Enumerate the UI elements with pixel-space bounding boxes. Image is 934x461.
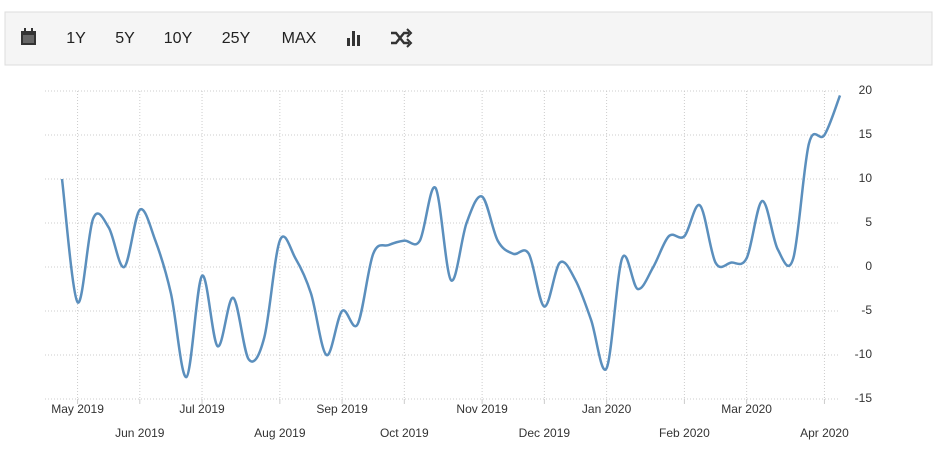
x-tick-label: Apr 2020 [800, 426, 849, 440]
range-button[interactable]: MAX [282, 30, 317, 47]
x-tick-label: Nov 2019 [456, 402, 508, 416]
x-tick-label: Feb 2020 [659, 426, 710, 440]
x-tick-label: Oct 2019 [380, 426, 429, 440]
y-tick-label: 20 [859, 83, 873, 97]
data-line [60, 94, 842, 379]
range-button[interactable]: 25Y [222, 30, 251, 47]
y-tick-label: -15 [855, 391, 873, 405]
x-tick-label: May 2019 [51, 402, 104, 416]
calendar-icon[interactable] [21, 28, 36, 45]
y-tick-label: 10 [859, 171, 873, 185]
x-tick-label: Sep 2019 [316, 402, 368, 416]
x-tick-label: Jun 2019 [115, 426, 165, 440]
x-tick-label: Jul 2019 [179, 402, 225, 416]
y-tick-label: 15 [859, 127, 873, 141]
range-button[interactable]: 5Y [115, 30, 135, 47]
bar-chart-icon[interactable] [347, 31, 360, 46]
toolbar [4, 11, 933, 66]
shuffle-icon[interactable] [391, 28, 413, 48]
y-tick-label: 0 [865, 259, 872, 273]
range-button[interactable]: 10Y [164, 30, 193, 47]
x-tick-label: Aug 2019 [254, 426, 306, 440]
y-tick-label: 5 [865, 215, 872, 229]
y-tick-label: -5 [861, 303, 872, 317]
x-tick-label: Jan 2020 [582, 402, 632, 416]
range-button[interactable]: 1Y [66, 30, 86, 47]
y-tick-label: -10 [855, 347, 873, 361]
x-tick-label: Mar 2020 [721, 402, 772, 416]
x-tick-label: Dec 2019 [519, 426, 571, 440]
